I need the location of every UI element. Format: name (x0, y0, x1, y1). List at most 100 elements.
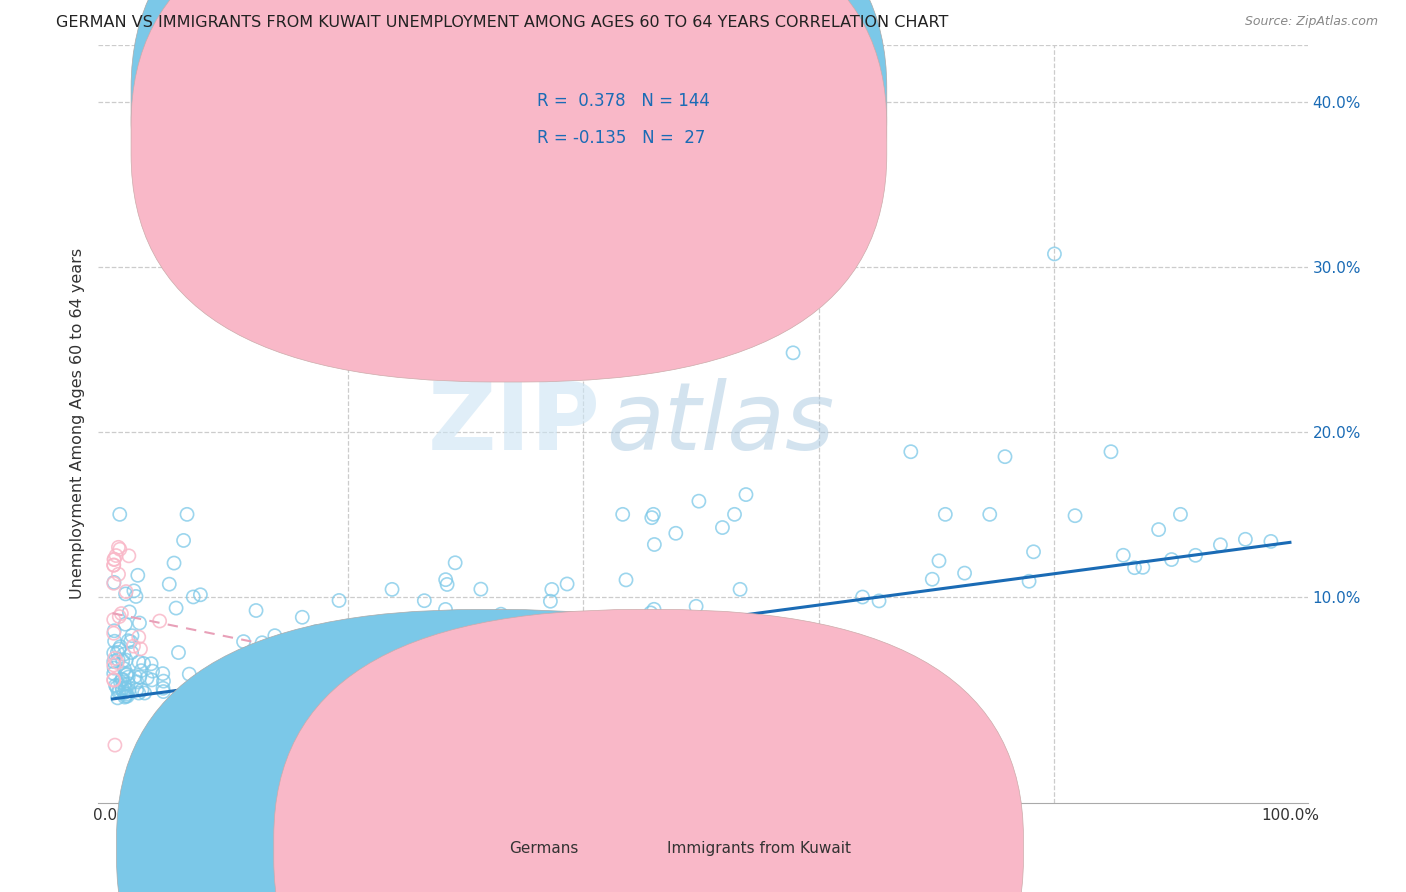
Point (112, 677, 135, 691)
Point (105, 681, 128, 695)
Point (103, 552, 125, 566)
Point (953, 566, 976, 581)
Point (111, 673, 134, 687)
FancyBboxPatch shape (117, 609, 866, 892)
Point (643, 537, 665, 551)
Point (121, 629, 143, 643)
Point (1018, 574, 1040, 589)
FancyBboxPatch shape (131, 0, 887, 382)
Point (120, 634, 142, 648)
Point (782, 346, 804, 360)
Point (1260, 534, 1282, 549)
Point (108, 609, 131, 624)
Point (245, 603, 267, 617)
Point (328, 593, 350, 607)
Point (107, 567, 129, 582)
Point (440, 633, 463, 648)
Point (149, 614, 172, 628)
Point (538, 594, 561, 608)
Point (112, 686, 135, 700)
Point (111, 673, 134, 687)
Point (408, 628, 430, 642)
Point (112, 647, 135, 661)
Point (690, 613, 713, 627)
Point (103, 646, 125, 660)
Point (108, 642, 131, 657)
Point (104, 651, 127, 665)
Point (121, 646, 143, 660)
Point (640, 606, 662, 620)
Point (434, 573, 457, 587)
Point (183, 679, 205, 693)
Point (614, 573, 637, 587)
Point (115, 689, 138, 703)
Point (685, 599, 707, 614)
Point (103, 558, 125, 573)
Point (387, 649, 409, 664)
Point (128, 686, 150, 700)
Point (112, 662, 135, 676)
Point (190, 588, 212, 602)
Point (117, 676, 139, 690)
Point (114, 681, 136, 696)
Point (426, 647, 449, 661)
Point (1160, 552, 1182, 566)
Point (152, 681, 174, 696)
FancyBboxPatch shape (479, 78, 745, 162)
Point (128, 615, 150, 630)
Point (105, 549, 128, 563)
Point (451, 646, 474, 660)
Point (103, 673, 125, 688)
Text: atlas: atlas (606, 378, 835, 469)
Point (131, 682, 153, 697)
Point (278, 705, 301, 719)
Text: R =  0.378   N = 144: R = 0.378 N = 144 (537, 93, 710, 111)
Point (735, 487, 758, 501)
Point (103, 658, 125, 673)
Point (1022, 545, 1045, 559)
Point (108, 508, 131, 522)
Point (107, 645, 129, 659)
Point (115, 687, 138, 701)
Point (104, 738, 127, 752)
Point (643, 602, 665, 616)
Point (117, 670, 139, 684)
Point (723, 508, 745, 522)
Point (104, 634, 127, 648)
Point (104, 679, 127, 693)
Point (928, 554, 950, 568)
Point (103, 666, 125, 681)
Point (643, 508, 665, 522)
Point (1132, 560, 1154, 574)
Point (1043, 247, 1066, 261)
Point (299, 642, 322, 657)
Point (865, 145, 887, 159)
Point (444, 556, 467, 570)
Point (129, 664, 152, 678)
Point (309, 653, 332, 667)
Point (1170, 508, 1192, 522)
Point (641, 510, 664, 524)
Point (134, 686, 156, 700)
Point (427, 640, 450, 654)
Point (125, 590, 148, 604)
Point (413, 593, 436, 607)
Point (489, 607, 512, 622)
Text: Immigrants from Kuwait: Immigrants from Kuwait (666, 841, 851, 855)
Point (250, 636, 273, 650)
Point (128, 630, 150, 644)
Point (115, 668, 138, 682)
Point (103, 673, 125, 687)
Point (129, 641, 152, 656)
Text: GERMAN VS IMMIGRANTS FROM KUWAIT UNEMPLOYMENT AMONG AGES 60 TO 64 YEARS CORRELAT: GERMAN VS IMMIGRANTS FROM KUWAIT UNEMPLO… (56, 15, 949, 30)
Point (103, 661, 125, 675)
Point (934, 508, 956, 522)
Point (103, 576, 125, 591)
Point (141, 664, 163, 678)
Point (900, 444, 922, 458)
Text: ZIP: ZIP (427, 377, 600, 470)
Point (555, 577, 578, 591)
Point (115, 653, 138, 667)
FancyBboxPatch shape (274, 609, 1024, 892)
Text: R = -0.135   N =  27: R = -0.135 N = 27 (537, 128, 706, 147)
